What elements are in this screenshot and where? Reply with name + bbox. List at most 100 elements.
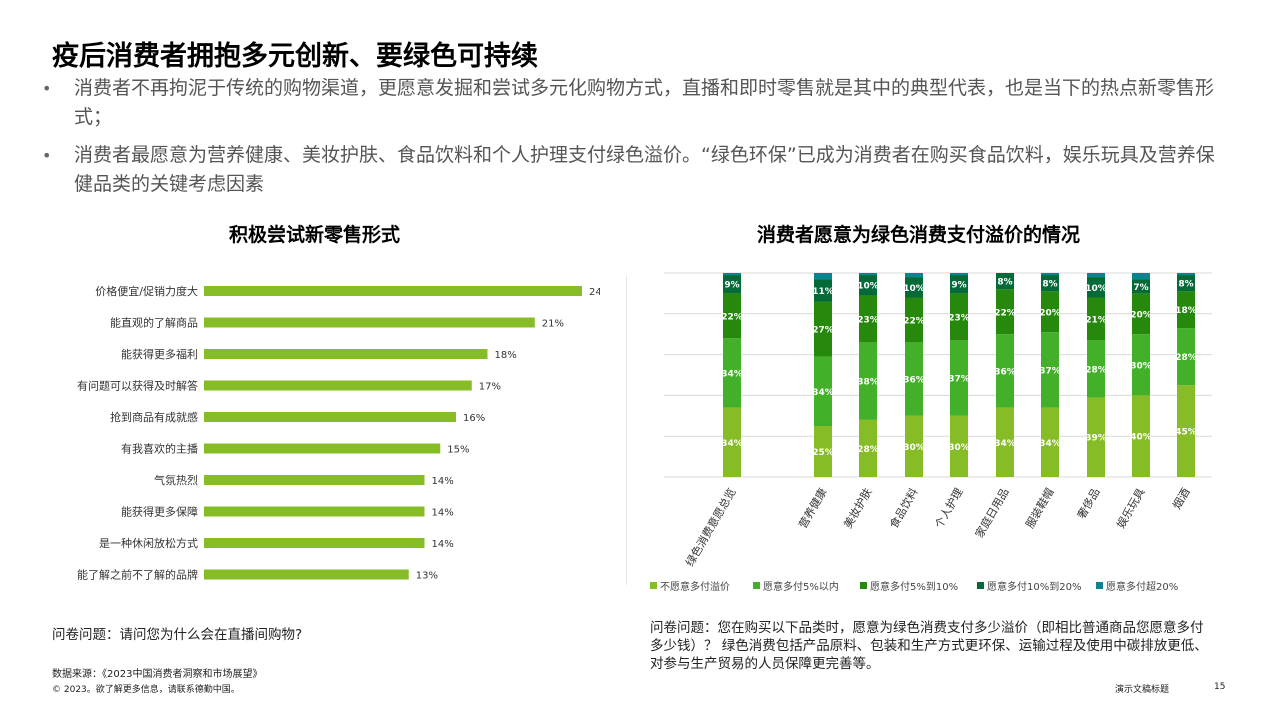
category-label: 服装鞋帽: [1022, 486, 1056, 531]
legend-label: 愿意多付5%到10%: [870, 582, 959, 593]
stacked-segment: [723, 273, 741, 276]
stacked-segment: [1177, 273, 1195, 276]
stacked-segment: [1087, 397, 1105, 477]
segment-label: 9%: [951, 281, 966, 291]
page-number: 15: [1214, 682, 1226, 692]
stacked-segment: [859, 273, 877, 276]
category-label: 个人护理: [931, 486, 965, 531]
stacked-segment: [905, 277, 923, 298]
right-chart-legend: 不愿意多付溢价 愿意多付5%以内 愿意多付5%到10% 愿意多付10%到20% 愿意多付…: [650, 578, 1250, 594]
segment-label: 34%: [721, 439, 743, 449]
segment-label: 28%: [1085, 365, 1107, 375]
left-question-text: 问卷问题：请问您为什么会在直播间购物?: [52, 627, 303, 643]
segment-label: 10%: [1085, 284, 1107, 294]
value-label: 14%: [432, 476, 454, 487]
stacked-segment: [1177, 291, 1195, 329]
value-label: 14%: [432, 508, 454, 519]
segment-label: 28%: [857, 445, 879, 455]
segment-label: 30%: [948, 443, 970, 453]
stacked-segment: [996, 334, 1014, 408]
category-label: 娱乐玩具: [1113, 486, 1147, 531]
stacked-segment: [1041, 332, 1059, 408]
segment-label: 21%: [1085, 315, 1107, 325]
stacked-segment: [1177, 328, 1195, 386]
segment-label: 8%: [1042, 280, 1057, 290]
stacked-segment: [1041, 275, 1059, 292]
segment-label: 30%: [1130, 361, 1152, 371]
bar: [204, 286, 582, 296]
value-label: 14%: [432, 539, 454, 550]
category-label: 奢侈品: [1074, 486, 1103, 522]
stacked-segment: [814, 273, 832, 280]
stacked-segment: [950, 415, 968, 477]
stacked-segment: [723, 275, 741, 294]
stacked-segment: [1177, 385, 1195, 477]
segment-label: 34%: [1039, 439, 1061, 449]
footer-doc-title: 演示文稿标题: [1115, 685, 1170, 695]
legend-label: 不愿意多付溢价: [660, 582, 730, 593]
bar: [204, 317, 535, 328]
segment-label: 36%: [903, 376, 925, 386]
legend-swatch: [1096, 582, 1103, 589]
category-label: 家庭日用品: [972, 486, 1012, 541]
segment-label: 34%: [721, 369, 743, 379]
stacked-segment: [1132, 395, 1150, 477]
stacked-segment: [905, 342, 923, 416]
segment-label: 8%: [997, 278, 1012, 288]
segment-label: 34%: [994, 439, 1016, 449]
segment-label: 18%: [1175, 306, 1197, 316]
segment-label: 45%: [1175, 428, 1197, 438]
segment-label: 37%: [1039, 366, 1061, 376]
segment-label: 22%: [994, 308, 1016, 318]
bar: [204, 443, 441, 454]
value-label: 18%: [495, 350, 517, 361]
bar: [204, 506, 425, 517]
stacked-segment: [950, 273, 968, 276]
segment-label: 40%: [1130, 433, 1152, 443]
legend-item: 愿意多付5%以内: [753, 578, 839, 593]
legend-label: 愿意多付5%以内: [763, 582, 839, 593]
segment-label: 20%: [1039, 308, 1061, 318]
bar: [204, 412, 456, 422]
bullet-item: • 消费者最愿意为营养健康、美妆护肤、食品饮料和个人护理支付绿色溢价。“绿色环保…: [42, 141, 1222, 199]
segment-label: 25%: [812, 448, 834, 458]
category-label: 能获得更多保障: [121, 505, 198, 519]
chart-divider: [626, 275, 627, 585]
segment-label: 37%: [948, 375, 970, 385]
stacked-segment: [1132, 273, 1150, 280]
bar: [204, 349, 488, 359]
category-label: 能了解之前不了解的品牌: [77, 568, 198, 582]
stacked-segment: [723, 407, 741, 477]
value-label: 24%: [589, 287, 600, 298]
segment-label: 20%: [1130, 310, 1152, 320]
category-label: 抢到商品有成就感: [110, 410, 198, 424]
left-bar-chart: 价格便宜/促销力度大 24% 能直观的了解商品 21% 能获得更多福利 18% 有问题可以获…: [77, 284, 600, 582]
segment-label: 28%: [1175, 353, 1197, 363]
category-label: 价格便宜/促销力度大: [95, 284, 198, 298]
stacked-segment: [905, 273, 923, 278]
bar: [204, 569, 409, 580]
value-label: 13%: [416, 571, 438, 582]
segment-label: 10%: [903, 284, 925, 294]
stacked-segment: [1132, 279, 1150, 294]
right-stacked-bar-chart: 34% 34% 22% 9% 绿色消费意愿总览 25% 34% 27% 11% 营养健康 28% 38…: [664, 272, 1212, 569]
segment-label: 10%: [857, 282, 879, 292]
category-label: 能获得更多福利: [121, 347, 198, 361]
stacked-segment: [905, 415, 923, 477]
category-label: 绿色消费意愿总览: [682, 486, 738, 569]
stacked-segment: [950, 275, 968, 294]
stacked-segment: [723, 338, 741, 408]
left-chart-title: 积极尝试新零售形式: [229, 224, 401, 246]
bar: [204, 475, 425, 485]
category-label: 美妆护肤: [840, 486, 874, 531]
segment-label: 11%: [812, 287, 834, 297]
stacked-segment: [859, 275, 877, 296]
legend-item: 愿意多付10%到20%: [977, 578, 1081, 593]
legend-label: 愿意多付超20%: [1106, 582, 1179, 593]
stacked-segment: [1087, 340, 1105, 398]
category-label: 是一种休闲放松方式: [99, 536, 198, 550]
value-label: 17%: [479, 382, 501, 393]
stacked-segment: [723, 293, 741, 339]
segment-label: 7%: [1133, 283, 1148, 293]
right-chart-title: 消费者愿意为绿色消费支付溢价的情况: [757, 224, 1081, 246]
